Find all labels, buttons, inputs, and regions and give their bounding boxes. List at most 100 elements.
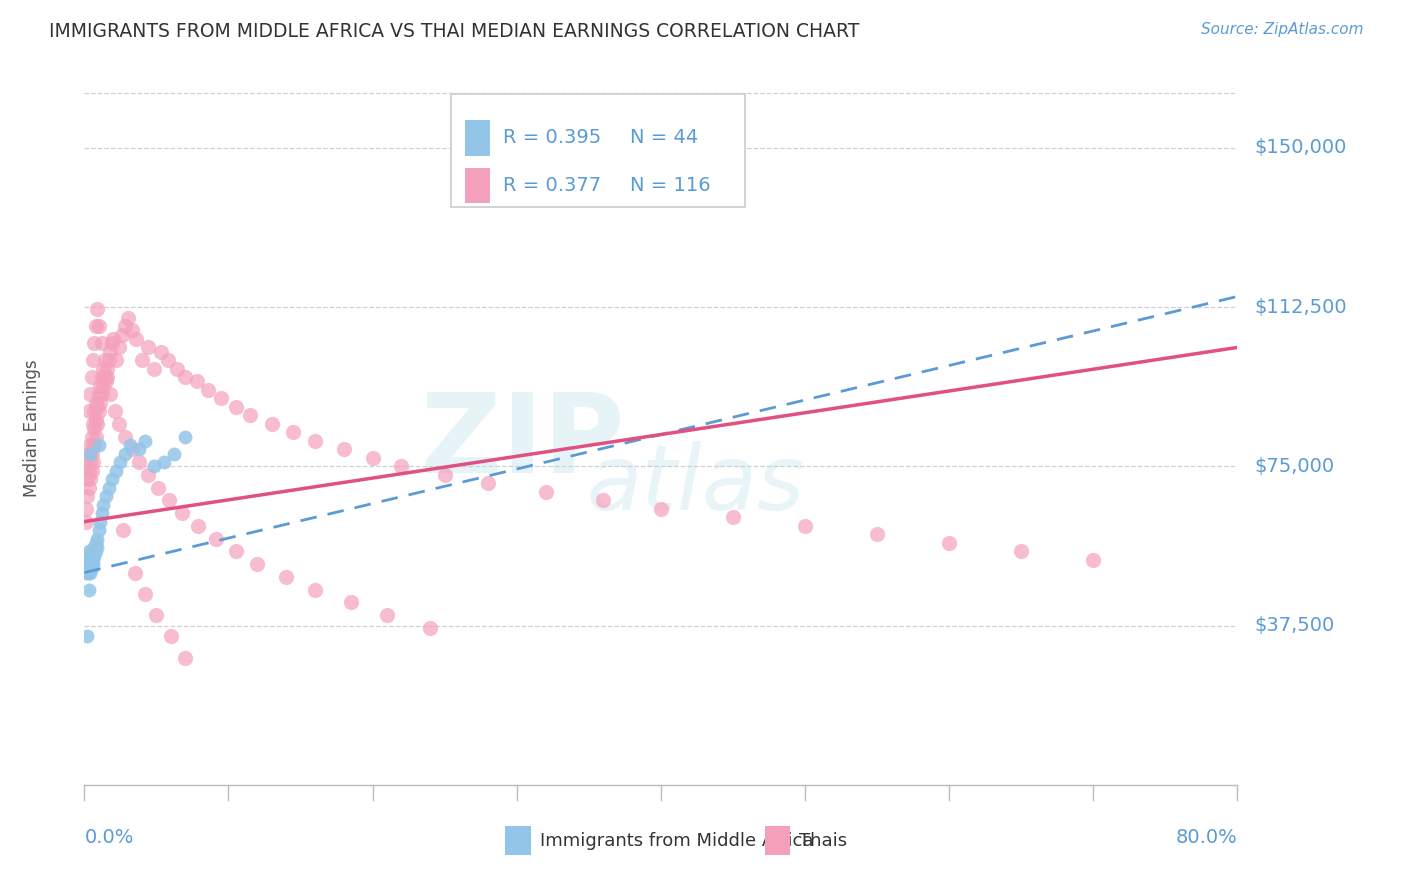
Point [96, 370, 118, 384]
Point [86, 540, 108, 554]
Point [87, 404, 110, 418]
Point [76, 561, 98, 575]
Point [84, 430, 107, 444]
Point [84, 395, 107, 409]
Point [124, 566, 146, 580]
Point [361, 450, 384, 465]
Point [87, 438, 110, 452]
Point [142, 361, 165, 376]
Point [197, 383, 219, 397]
Text: N = 116: N = 116 [630, 176, 710, 195]
Point [80, 370, 103, 384]
Point [166, 361, 188, 376]
Point [134, 587, 156, 601]
Point [136, 341, 159, 355]
Point [340, 595, 363, 609]
Point [84, 412, 107, 426]
Point [174, 650, 197, 665]
Point [90, 370, 112, 384]
Point [146, 481, 169, 495]
Point [128, 442, 150, 457]
Point [82, 553, 104, 567]
Point [156, 353, 179, 368]
Point [149, 344, 172, 359]
Bar [765, 826, 790, 855]
Point [82, 438, 104, 452]
Point [84, 319, 107, 334]
Point [77, 544, 100, 558]
Point [120, 438, 142, 452]
Bar [505, 826, 530, 855]
Point [174, 370, 197, 384]
Point [100, 472, 122, 486]
Text: 80.0%: 80.0% [1175, 828, 1237, 847]
Point [187, 519, 209, 533]
Point [80, 430, 103, 444]
Point [477, 476, 499, 491]
Point [105, 353, 128, 368]
Point [125, 332, 148, 346]
Point [97, 481, 120, 495]
Point [82, 455, 104, 469]
Point [239, 409, 262, 423]
Point [304, 434, 326, 448]
Point [419, 621, 441, 635]
Point [86, 417, 108, 431]
Text: atlas: atlas [586, 442, 804, 529]
Point [136, 467, 159, 482]
Point [77, 481, 100, 495]
Point [75, 501, 97, 516]
Point [276, 570, 298, 584]
Point [163, 447, 186, 461]
Point [1083, 553, 1105, 567]
Point [77, 566, 100, 580]
Point [131, 353, 153, 368]
Point [76, 553, 98, 567]
Point [90, 387, 112, 401]
Point [117, 310, 139, 325]
Point [112, 523, 135, 537]
Point [209, 392, 232, 406]
Point [98, 387, 121, 401]
Point [76, 459, 98, 474]
Text: Immigrants from Middle Africa: Immigrants from Middle Africa [540, 831, 813, 849]
Point [79, 447, 101, 461]
Point [79, 387, 101, 401]
Point [866, 527, 889, 541]
Point [103, 332, 124, 346]
Point [304, 582, 326, 597]
Point [77, 582, 100, 597]
Point [105, 464, 128, 478]
Point [83, 540, 105, 554]
Point [225, 400, 247, 414]
Point [128, 455, 150, 469]
Point [108, 417, 131, 431]
Point [76, 549, 98, 563]
Point [82, 353, 104, 368]
Point [83, 336, 105, 351]
Point [721, 510, 744, 524]
Point [1010, 544, 1032, 558]
Point [80, 464, 103, 478]
Point [260, 417, 283, 431]
Point [104, 404, 127, 418]
Point [79, 566, 101, 580]
Point [172, 506, 194, 520]
Point [283, 425, 305, 440]
Point [80, 447, 103, 461]
Point [111, 327, 134, 342]
Point [174, 430, 197, 444]
Point [91, 498, 114, 512]
Point [91, 361, 114, 376]
FancyBboxPatch shape [451, 95, 745, 207]
Point [86, 532, 108, 546]
Point [114, 447, 136, 461]
Point [225, 544, 247, 558]
Point [375, 608, 398, 623]
Bar [465, 120, 491, 155]
Point [77, 404, 100, 418]
Point [79, 561, 101, 575]
Text: R = 0.395: R = 0.395 [503, 128, 602, 147]
Point [77, 447, 100, 461]
Text: Median Earnings: Median Earnings [24, 359, 42, 497]
